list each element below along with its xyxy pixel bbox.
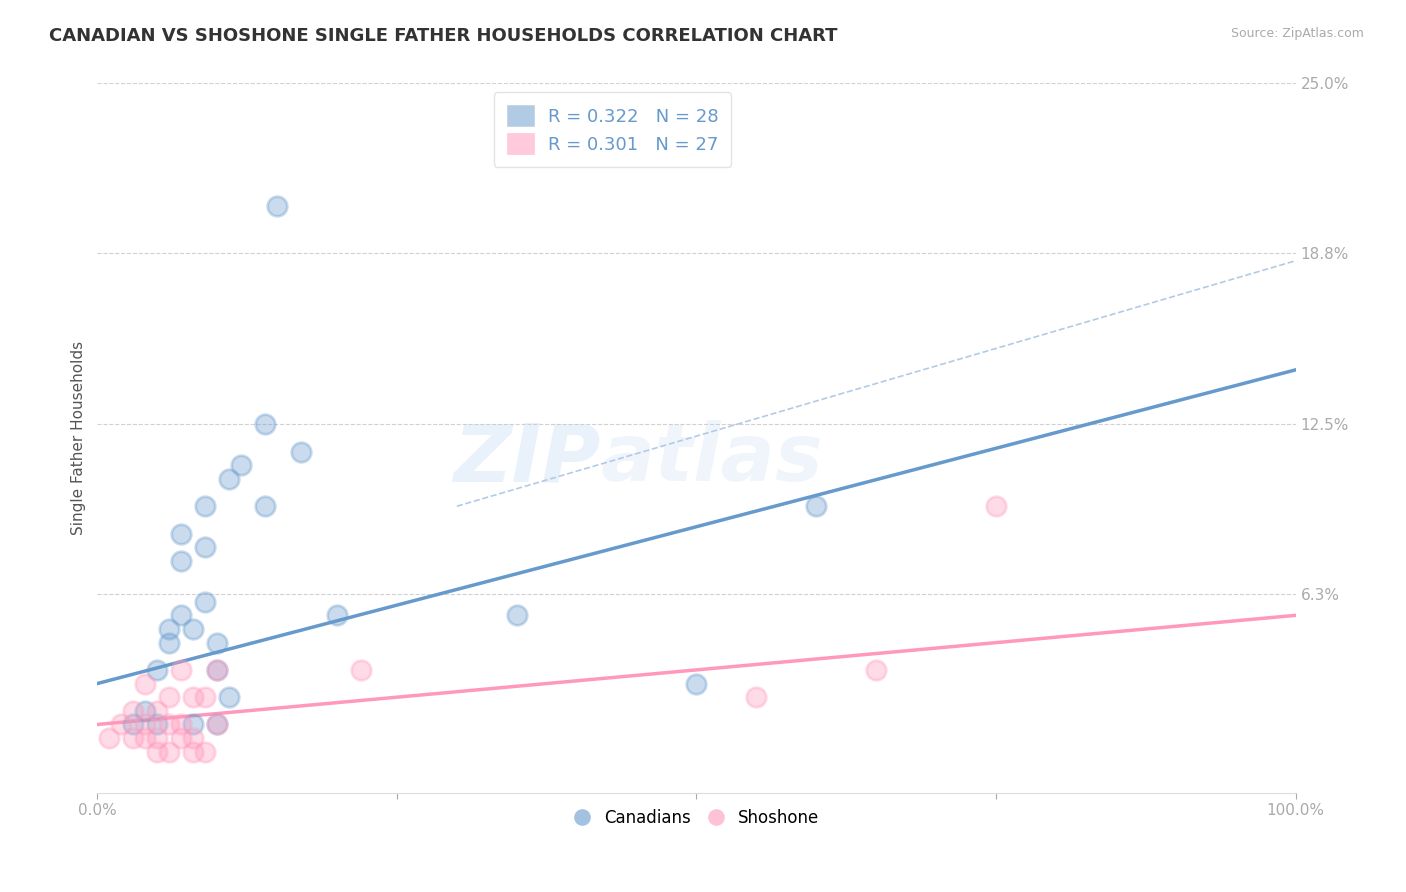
Point: [205, 717, 228, 731]
Point: [350, 663, 373, 677]
Point: [122, 731, 145, 745]
Point: [205, 663, 228, 677]
Point: [134, 704, 156, 718]
Point: [157, 622, 180, 636]
Text: Source: ZipAtlas.com: Source: ZipAtlas.com: [1230, 27, 1364, 40]
Point: [218, 690, 240, 705]
Point: [231, 458, 253, 473]
Point: [218, 472, 240, 486]
Point: [170, 526, 193, 541]
Point: [157, 690, 180, 705]
Point: [157, 745, 180, 759]
Point: [205, 635, 228, 649]
Point: [146, 663, 169, 677]
Point: [146, 731, 169, 745]
Point: [157, 635, 180, 649]
Point: [181, 622, 204, 636]
Point: [170, 554, 193, 568]
Y-axis label: Single Father Households: Single Father Households: [72, 341, 86, 535]
Point: [157, 717, 180, 731]
Point: [194, 500, 217, 514]
Point: [205, 663, 228, 677]
Point: [290, 444, 312, 458]
Point: [685, 676, 707, 690]
Point: [134, 731, 156, 745]
Point: [170, 663, 193, 677]
Point: [181, 745, 204, 759]
Point: [146, 717, 169, 731]
Point: [122, 717, 145, 731]
Point: [194, 745, 217, 759]
Point: [254, 500, 277, 514]
Point: [984, 500, 1007, 514]
Point: [865, 663, 887, 677]
Point: [170, 608, 193, 623]
Point: [254, 417, 277, 432]
Point: [181, 690, 204, 705]
Legend: Canadians, Shoshone: Canadians, Shoshone: [568, 803, 825, 834]
Point: [745, 690, 768, 705]
Point: [181, 717, 204, 731]
Text: CANADIAN VS SHOSHONE SINGLE FATHER HOUSEHOLDS CORRELATION CHART: CANADIAN VS SHOSHONE SINGLE FATHER HOUSE…: [49, 27, 838, 45]
Point: [170, 731, 193, 745]
Point: [98, 731, 121, 745]
Point: [194, 595, 217, 609]
Point: [205, 717, 228, 731]
Point: [134, 717, 156, 731]
Point: [122, 704, 145, 718]
Point: [170, 717, 193, 731]
Point: [146, 704, 169, 718]
Point: [146, 745, 169, 759]
Text: atlas: atlas: [600, 420, 824, 499]
Point: [181, 731, 204, 745]
Point: [806, 500, 828, 514]
Point: [134, 676, 156, 690]
Point: [110, 717, 132, 731]
Point: [266, 199, 288, 213]
Point: [326, 608, 349, 623]
Point: [506, 608, 529, 623]
Text: ZIP: ZIP: [453, 420, 600, 499]
Point: [194, 540, 217, 554]
Point: [194, 690, 217, 705]
